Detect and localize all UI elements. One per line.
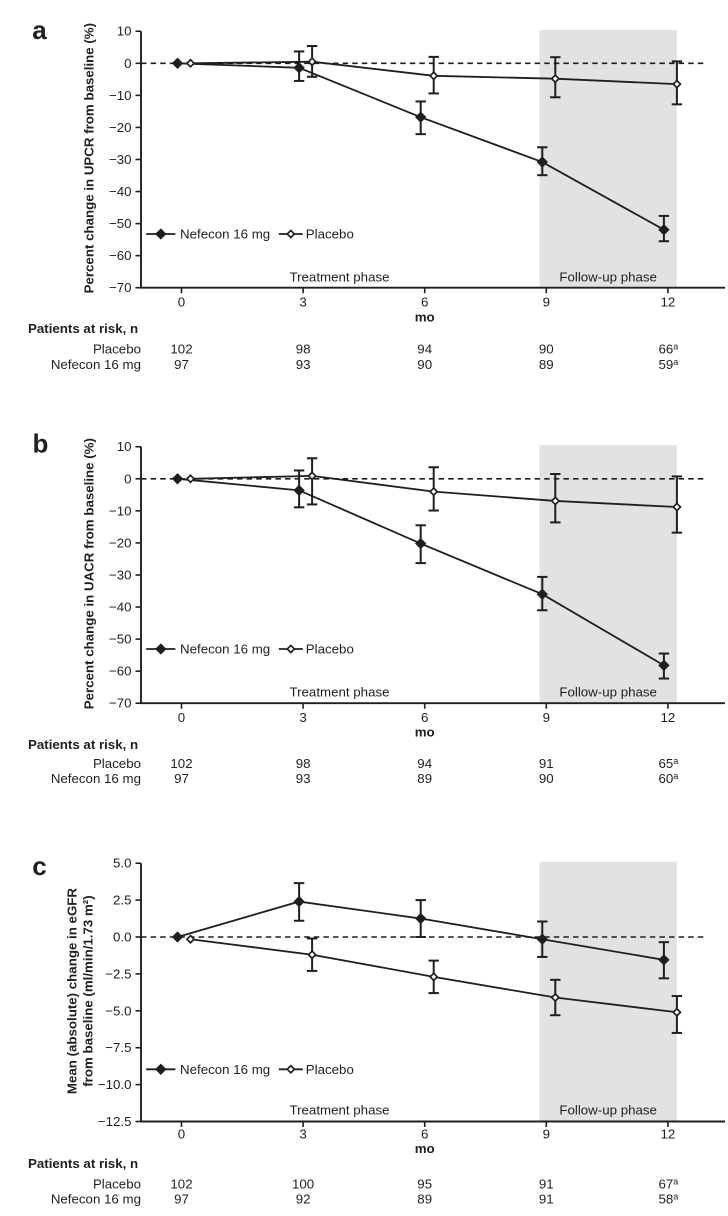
- svg-text:95: 95: [417, 1177, 432, 1192]
- svg-text:3: 3: [299, 1127, 306, 1142]
- svg-text:Follow-up phase: Follow-up phase: [559, 685, 657, 700]
- svg-text:−70: −70: [109, 280, 132, 295]
- svg-text:Follow-up phase: Follow-up phase: [559, 1103, 657, 1118]
- svg-text:3: 3: [299, 710, 306, 725]
- svg-text:Percent change in UPCR from ba: Percent change in UPCR from baseline (%): [82, 23, 97, 293]
- svg-text:−30: −30: [109, 567, 132, 582]
- svg-text:Treatment phase: Treatment phase: [289, 685, 389, 700]
- svg-text:Percent change in UACR from ba: Percent change in UACR from baseline (%): [82, 438, 97, 709]
- svg-text:97: 97: [174, 1192, 189, 1207]
- svg-text:Follow-up phase: Follow-up phase: [559, 270, 657, 285]
- svg-text:Nefecon 16 mg: Nefecon 16 mg: [51, 357, 141, 372]
- svg-text:9: 9: [543, 1127, 550, 1142]
- svg-text:94: 94: [417, 756, 432, 771]
- svg-text:102: 102: [170, 342, 192, 357]
- svg-text:91: 91: [539, 1192, 554, 1207]
- svg-text:−10: −10: [109, 88, 132, 103]
- svg-text:Nefecon 16 mg: Nefecon 16 mg: [180, 227, 270, 242]
- svg-text:−20: −20: [109, 120, 132, 135]
- svg-text:Placebo: Placebo: [306, 1062, 354, 1077]
- svg-text:10: 10: [117, 439, 132, 454]
- svg-text:Placebo: Placebo: [93, 756, 141, 771]
- svg-text:c: c: [32, 851, 46, 881]
- svg-text:0: 0: [178, 295, 185, 310]
- svg-text:102: 102: [170, 756, 192, 771]
- svg-text:mo: mo: [415, 724, 435, 739]
- svg-text:93: 93: [296, 357, 311, 372]
- svg-text:Nefecon 16 mg: Nefecon 16 mg: [180, 1062, 270, 1077]
- svg-text:−12.5: −12.5: [98, 1114, 132, 1129]
- svg-text:Patients at risk, n: Patients at risk, n: [28, 737, 138, 752]
- svg-text:102: 102: [170, 1177, 192, 1192]
- svg-text:−10: −10: [109, 503, 132, 518]
- svg-text:Patients at risk, n: Patients at risk, n: [28, 1156, 138, 1171]
- svg-text:89: 89: [417, 771, 432, 786]
- svg-text:91: 91: [539, 1177, 554, 1192]
- svg-text:Placebo: Placebo: [93, 342, 141, 357]
- svg-text:−5.0: −5.0: [105, 1003, 131, 1018]
- svg-text:92: 92: [296, 1192, 311, 1207]
- svg-text:−40: −40: [109, 600, 132, 615]
- svg-text:−30: −30: [109, 152, 132, 167]
- svg-text:90: 90: [539, 342, 554, 357]
- svg-text:Nefecon 16 mg: Nefecon 16 mg: [51, 771, 141, 786]
- svg-text:98: 98: [296, 756, 311, 771]
- svg-text:89: 89: [417, 1192, 432, 1207]
- svg-text:93: 93: [296, 771, 311, 786]
- svg-text:6: 6: [421, 295, 428, 310]
- svg-text:94: 94: [417, 342, 432, 357]
- svg-text:−70: −70: [109, 696, 132, 711]
- svg-text:−10.0: −10.0: [98, 1077, 132, 1092]
- svg-text:89: 89: [539, 357, 554, 372]
- svg-text:Treatment phase: Treatment phase: [289, 270, 389, 285]
- svg-text:100: 100: [292, 1177, 314, 1192]
- svg-text:12: 12: [661, 1127, 676, 1142]
- svg-text:98: 98: [296, 342, 311, 357]
- svg-text:mo: mo: [415, 309, 435, 324]
- svg-text:mo: mo: [415, 1141, 435, 1156]
- svg-text:97: 97: [174, 357, 189, 372]
- svg-text:Treatment phase: Treatment phase: [289, 1103, 389, 1118]
- svg-text:10: 10: [117, 24, 132, 39]
- svg-text:−40: −40: [109, 184, 132, 199]
- svg-text:9: 9: [543, 710, 550, 725]
- svg-text:97: 97: [174, 771, 189, 786]
- svg-text:0: 0: [124, 471, 131, 486]
- svg-text:Placebo: Placebo: [306, 227, 354, 242]
- svg-text:−60: −60: [109, 664, 132, 679]
- svg-text:6: 6: [421, 710, 428, 725]
- svg-text:90: 90: [539, 771, 554, 786]
- svg-text:Placebo: Placebo: [93, 1177, 141, 1192]
- svg-text:5.0: 5.0: [113, 856, 132, 871]
- svg-text:0: 0: [178, 1127, 185, 1142]
- svg-text:0: 0: [178, 710, 185, 725]
- svg-text:−7.5: −7.5: [105, 1040, 131, 1055]
- svg-text:−50: −50: [109, 632, 132, 647]
- svg-text:90: 90: [417, 357, 432, 372]
- svg-text:Patients at risk, n: Patients at risk, n: [28, 321, 138, 336]
- svg-text:−60: −60: [109, 248, 132, 263]
- svg-text:−20: −20: [109, 535, 132, 550]
- svg-text:3: 3: [299, 295, 306, 310]
- svg-text:2.5: 2.5: [113, 893, 132, 908]
- svg-text:12: 12: [661, 710, 676, 725]
- svg-text:Nefecon 16 mg: Nefecon 16 mg: [51, 1192, 141, 1207]
- svg-text:from baseline (ml/min/1.73 m²): from baseline (ml/min/1.73 m²): [80, 895, 95, 1086]
- svg-text:Nefecon 16 mg: Nefecon 16 mg: [180, 642, 270, 657]
- svg-text:Placebo: Placebo: [306, 642, 354, 657]
- svg-text:9: 9: [543, 295, 550, 310]
- svg-text:91: 91: [539, 756, 554, 771]
- svg-text:0.0: 0.0: [113, 930, 132, 945]
- svg-text:0: 0: [124, 56, 131, 71]
- svg-text:b: b: [33, 428, 49, 458]
- svg-text:−2.5: −2.5: [105, 966, 131, 981]
- svg-text:−50: −50: [109, 216, 132, 231]
- svg-text:12: 12: [661, 295, 676, 310]
- svg-text:a: a: [32, 15, 47, 45]
- svg-text:6: 6: [421, 1127, 428, 1142]
- svg-text:Mean (absolute) change in eGFR: Mean (absolute) change in eGFR: [64, 888, 79, 1095]
